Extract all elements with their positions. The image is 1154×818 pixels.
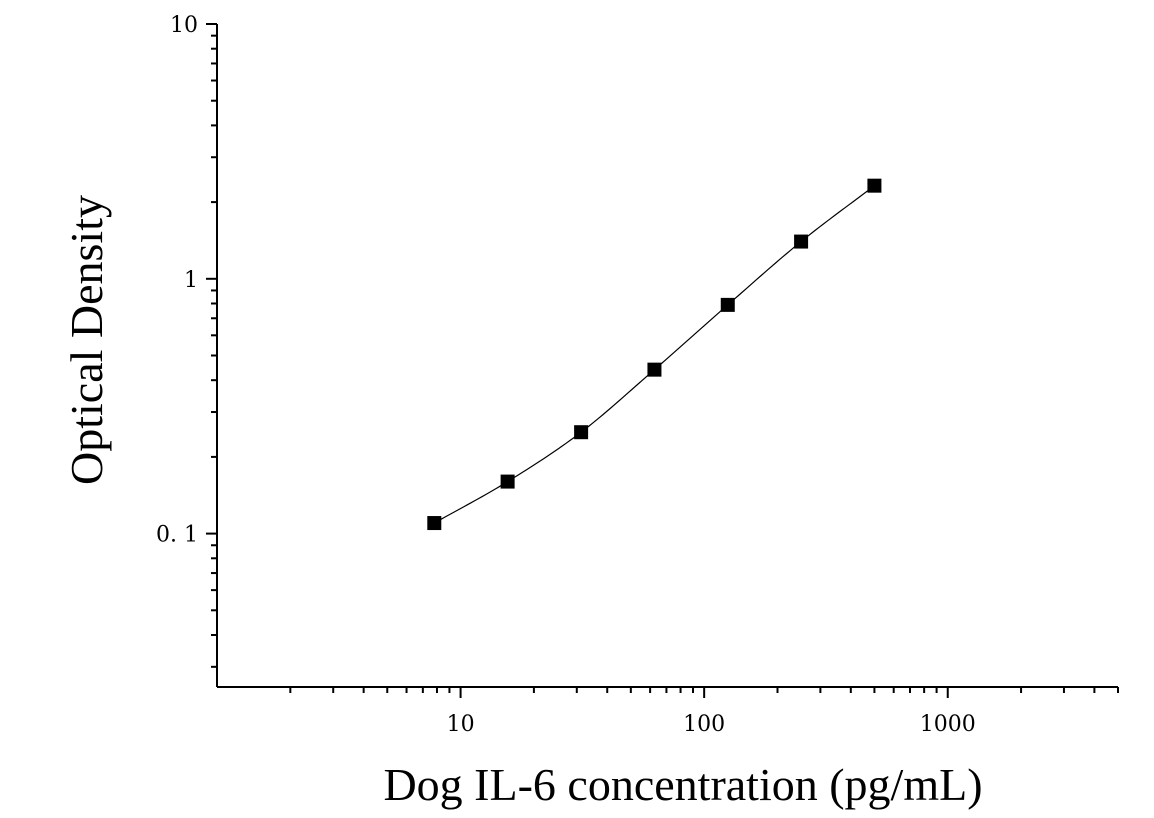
x-tick-label: 100 xyxy=(683,712,725,737)
y-tick-label: 1 xyxy=(184,268,198,293)
y-tick-label: 10 xyxy=(170,13,198,38)
axes xyxy=(206,23,1119,698)
x-axis-title: Dog IL-6 concentration (pg/mL) xyxy=(383,759,982,810)
data-point xyxy=(867,178,882,193)
y-axis-title: Optical Density xyxy=(61,195,112,485)
data-point xyxy=(427,516,442,531)
data-point xyxy=(720,297,735,312)
data-point xyxy=(647,362,662,377)
data-point xyxy=(574,425,589,440)
x-tick-label: 10 xyxy=(447,712,475,737)
y-tick-label: 0. 1 xyxy=(156,523,198,548)
data-point xyxy=(500,474,515,489)
x-tick-label: 1000 xyxy=(920,712,976,737)
fit-curve-layer xyxy=(434,185,875,524)
data-point xyxy=(794,234,809,249)
data-points xyxy=(427,178,882,531)
fit-curve xyxy=(434,185,875,524)
tick-labels: 0. 1 1 10 10 100 1000 xyxy=(156,13,976,737)
